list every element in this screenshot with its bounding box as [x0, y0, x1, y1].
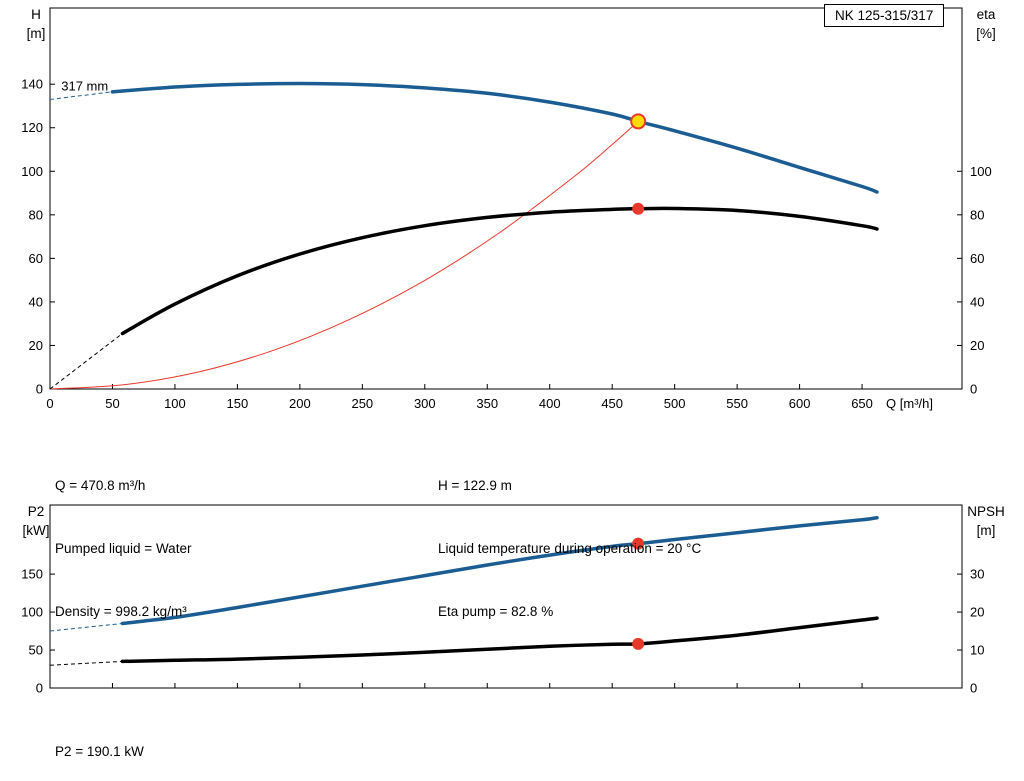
p2-curve [120, 515, 879, 626]
axis-unit-label: eta [977, 7, 996, 22]
npsh-curve [120, 616, 879, 664]
duty-point-eta [632, 202, 645, 215]
npsh-curve-dashed [49, 660, 123, 666]
condition-liquid: Pumped liquid = Water [55, 541, 192, 556]
y-left-tick-label: 80 [29, 207, 43, 222]
operating-conditions-right: H = 122.9 m Liquid temperature during op… [438, 433, 701, 664]
plot-border [49, 7, 963, 390]
y-left-tick-label: 100 [21, 605, 43, 620]
x-tick-label: 550 [726, 396, 748, 411]
axis-unit-label: H [31, 7, 41, 22]
y-left-tick-label: 60 [29, 251, 43, 266]
x-tick-label: 400 [539, 396, 561, 411]
head-curve-dashed [49, 91, 113, 100]
condition-flow: Q = 470.8 m³/h [55, 478, 146, 493]
head-curve [110, 81, 879, 194]
pump-model-label: NK 125-315/317 [824, 4, 945, 27]
y-right-tick-label: 60 [970, 251, 984, 266]
x-tick-label: 650 [851, 396, 873, 411]
y-right-tick-label: 30 [970, 567, 984, 582]
condition-temperature: Liquid temperature during operation = 20… [438, 541, 702, 556]
plot-border [49, 504, 963, 689]
y-right-tick-label: 10 [970, 643, 984, 658]
x-tick-label: 150 [227, 396, 249, 411]
x-tick-label: 450 [601, 396, 623, 411]
axis-unit-label: P2 [28, 504, 45, 519]
y-left-tick-label: 0 [36, 681, 43, 696]
p2-curve-dashed [49, 622, 123, 632]
axis-unit-label: NPSH [967, 504, 1005, 519]
y-left-tick-label: 50 [29, 643, 43, 658]
condition-head: H = 122.9 m [438, 478, 512, 493]
operating-conditions-left: Q = 470.8 m³/h Pumped liquid = Water Den… [55, 433, 191, 664]
x-tick-label: 100 [164, 396, 186, 411]
y-right-tick-label: 0 [970, 382, 977, 397]
x-tick-label: 600 [789, 396, 811, 411]
y-left-tick-label: 150 [21, 567, 43, 582]
efficiency-curve [120, 206, 879, 336]
system-curve [49, 121, 639, 390]
y-left-tick-label: 40 [29, 294, 43, 309]
axis-unit-label: [%] [976, 26, 996, 41]
y-right-tick-label: 100 [970, 164, 992, 179]
y-right-tick-label: 80 [970, 207, 984, 222]
qh-eta-chart: 0 50 100 150 200 250 300 350 400 450 500 550 600 650 Q… [21, 7, 996, 411]
y-right-tick-label: 20 [970, 605, 984, 620]
x-tick-label: 300 [414, 396, 436, 411]
results-block: P2 = 190.1 kW NPSH = 11.62 m Max power P… [55, 699, 363, 781]
duty-point-p2 [632, 537, 645, 550]
result-p2: P2 = 190.1 kW [55, 744, 144, 759]
x-tick-label: 500 [664, 396, 686, 411]
axis-unit-label: [m] [977, 523, 996, 538]
curve-annotation: 317 mm [61, 79, 108, 94]
x-tick-label: 250 [351, 396, 373, 411]
y-right-tick-label: 40 [970, 294, 984, 309]
x-tick-label: 200 [289, 396, 311, 411]
x-tick-label: 50 [105, 396, 119, 411]
y-right-tick-label: 20 [970, 338, 984, 353]
duty-point-npsh [632, 637, 645, 650]
y-left-tick-label: 0 [36, 382, 43, 397]
y-left-tick-label: 140 [21, 77, 43, 92]
y-left-tick-label: 120 [21, 120, 43, 135]
condition-eta: Eta pump = 82.8 % [438, 604, 554, 619]
condition-density: Density = 998.2 kg/m³ [55, 604, 187, 619]
axis-unit-label: [kW] [23, 523, 50, 538]
x-tick-label: 350 [476, 396, 498, 411]
x-axis-label: Q [m³/h] [886, 396, 933, 411]
y-left-tick-label: 100 [21, 164, 43, 179]
axis-unit-label: [m] [27, 26, 46, 41]
duty-point-qh [630, 113, 647, 130]
x-tick-label: 0 [46, 396, 53, 411]
y-left-tick-label: 20 [29, 338, 43, 353]
y-right-tick-label: 0 [970, 681, 977, 696]
p2-npsh-chart: 0 50 100 150 0 10 20 30 P2 [kW] NPSH [m] [21, 504, 1005, 696]
efficiency-curve-dashed [49, 333, 123, 390]
